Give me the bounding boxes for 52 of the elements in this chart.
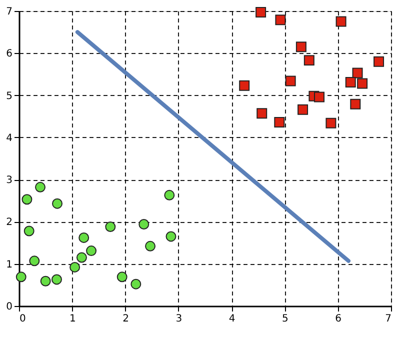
point — [326, 118, 336, 128]
point — [78, 232, 90, 243]
point — [105, 222, 116, 232]
point — [336, 16, 346, 27]
point — [256, 7, 266, 18]
x-tick-label: 3 — [176, 314, 182, 324]
x-tick-label: 4 — [228, 314, 236, 324]
x-tick-label: 6 — [335, 314, 342, 324]
point — [40, 276, 51, 286]
point — [52, 198, 63, 209]
y-tick-label: 7 — [6, 6, 12, 18]
y-tick-label: 6 — [6, 48, 12, 60]
x-tick-label: 0 — [20, 314, 26, 324]
y-tick-label: 4 — [6, 132, 12, 144]
y-tick-label: 0 — [6, 302, 12, 312]
point — [274, 117, 285, 128]
point — [275, 14, 286, 26]
point — [116, 272, 128, 282]
point — [374, 56, 384, 67]
y-tick-label: 3 — [6, 175, 12, 186]
point — [296, 42, 306, 52]
point — [314, 92, 324, 102]
x-tick-label: 2 — [122, 314, 129, 324]
point — [164, 190, 175, 200]
point — [145, 240, 156, 252]
point — [352, 68, 363, 78]
x-tick-label: 7 — [385, 314, 392, 324]
point — [285, 76, 296, 86]
point — [29, 256, 40, 266]
point — [166, 231, 176, 242]
point — [130, 278, 142, 290]
point — [304, 55, 314, 66]
point — [51, 274, 62, 285]
point — [70, 262, 80, 272]
point — [350, 98, 361, 110]
y-tick-label: 5 — [6, 90, 12, 102]
point — [86, 246, 97, 256]
point — [345, 76, 356, 88]
point — [256, 108, 268, 119]
point — [76, 252, 87, 263]
point — [298, 104, 308, 115]
y-tick-label: 1 — [6, 259, 12, 270]
point — [239, 80, 250, 91]
point — [35, 182, 46, 192]
point — [138, 219, 150, 230]
x-tick-label: 5 — [282, 314, 288, 324]
point — [22, 194, 32, 205]
point — [24, 226, 34, 236]
point — [357, 78, 368, 89]
point — [16, 272, 26, 282]
x-tick-label: 1 — [69, 314, 76, 324]
y-tick-label: 2 — [6, 217, 12, 228]
